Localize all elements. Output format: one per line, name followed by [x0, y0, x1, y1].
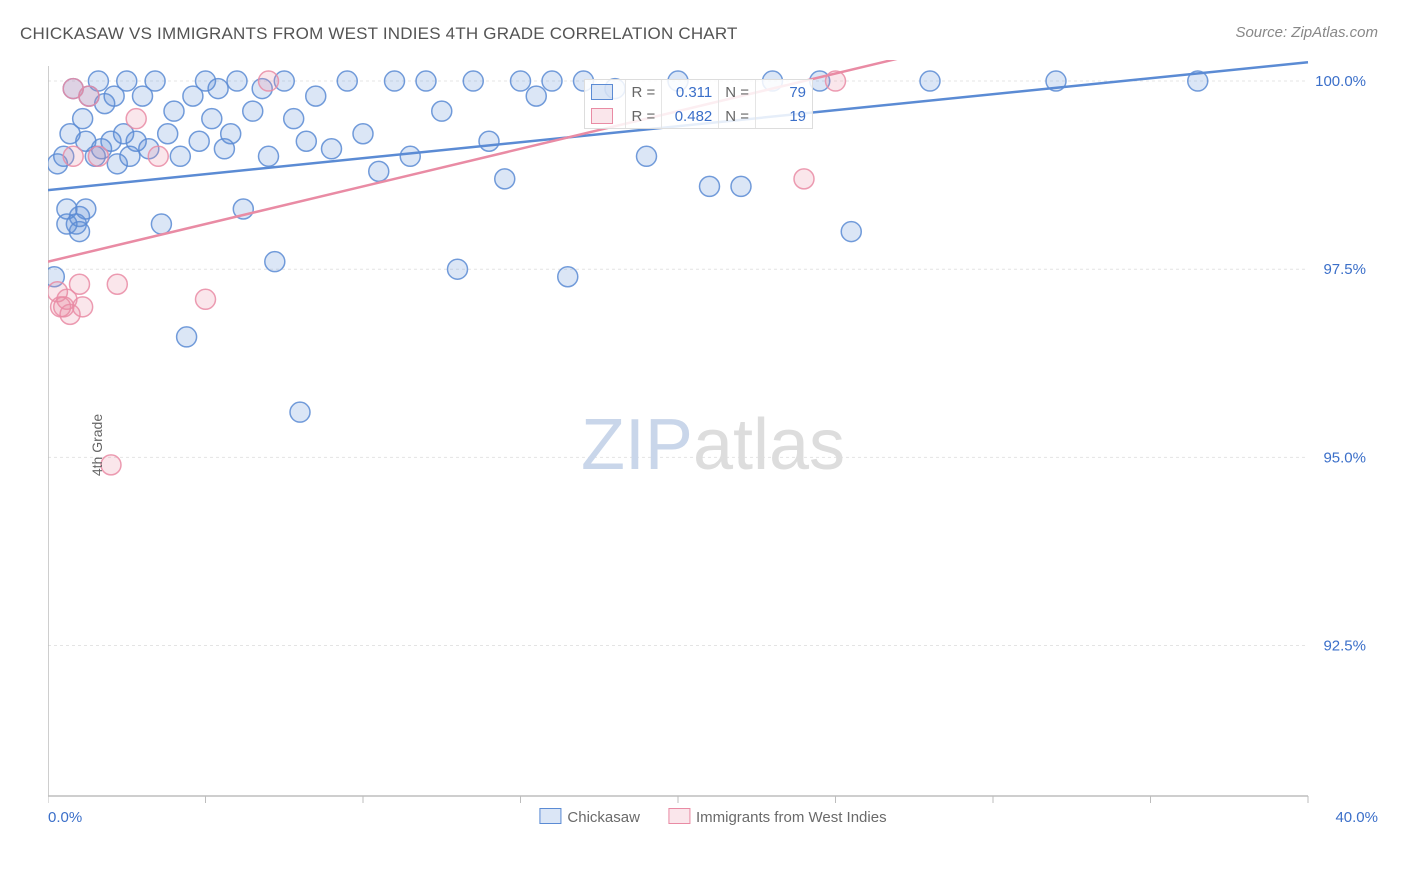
- legend-swatch: [539, 808, 561, 824]
- r-value: 0.311: [662, 80, 719, 104]
- r-label: R =: [626, 104, 663, 128]
- chart-container: CHICKASAW VS IMMIGRANTS FROM WEST INDIES…: [0, 0, 1406, 892]
- x-axis-label-max: 40.0%: [1335, 809, 1378, 826]
- n-value: 79: [756, 80, 812, 104]
- chart-svg: 92.5% 95.0% 97.5% 100.0%: [48, 60, 1378, 830]
- r-value: 0.482: [662, 104, 719, 128]
- svg-text:100.0%: 100.0%: [1315, 73, 1366, 90]
- n-value: 19: [756, 104, 812, 128]
- correlation-swatch: [591, 84, 613, 100]
- r-label: R =: [626, 80, 663, 104]
- x-axis-label-min: 0.0%: [48, 809, 82, 826]
- legend-label: Immigrants from West Indies: [696, 809, 887, 826]
- svg-text:92.5%: 92.5%: [1323, 637, 1366, 654]
- legend-item: Chickasaw: [539, 808, 640, 826]
- correlation-swatch: [591, 108, 613, 124]
- n-label: N =: [719, 104, 756, 128]
- correlation-legend: R =0.311N =79R =0.482N =19: [584, 79, 814, 129]
- legend-label: Chickasaw: [567, 809, 640, 826]
- correlation-row: R =0.482N =19: [585, 104, 813, 128]
- legend-bottom: Chickasaw Immigrants from West Indies: [539, 808, 886, 826]
- legend-item: Immigrants from West Indies: [668, 808, 887, 826]
- n-label: N =: [719, 80, 756, 104]
- source-attribution: Source: ZipAtlas.com: [1235, 24, 1378, 41]
- y-axis-label: 4th Grade: [89, 414, 105, 476]
- svg-text:97.5%: 97.5%: [1323, 261, 1366, 278]
- svg-text:95.0%: 95.0%: [1323, 449, 1366, 466]
- chart-title: CHICKASAW VS IMMIGRANTS FROM WEST INDIES…: [20, 24, 738, 44]
- legend-swatch: [668, 808, 690, 824]
- correlation-row: R =0.311N =79: [585, 80, 813, 104]
- chart-area: 92.5%95.0%97.5%100.0% 4th Grade ZIPatlas…: [48, 60, 1378, 830]
